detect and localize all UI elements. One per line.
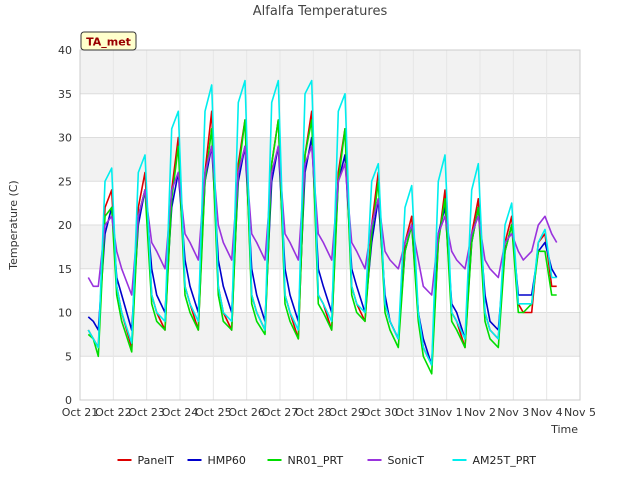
x-tick-label: Oct 21 bbox=[62, 406, 99, 419]
y-tick-label: 0 bbox=[65, 394, 72, 407]
y-tick-label: 40 bbox=[58, 44, 72, 57]
legend-label: NR01_PRT bbox=[288, 454, 344, 467]
legend-item-hmp60: HMP60 bbox=[187, 454, 246, 467]
series-group bbox=[87, 79, 558, 375]
x-tick-label: Oct 26 bbox=[228, 406, 265, 419]
x-tick-label: Oct 23 bbox=[128, 406, 165, 419]
legend-label: AM25T_PRT bbox=[473, 454, 537, 467]
x-tick-label: Oct 22 bbox=[95, 406, 132, 419]
y-tick-label: 25 bbox=[58, 175, 72, 188]
x-tick-label: Oct 29 bbox=[328, 406, 365, 419]
x-tick-label: Oct 28 bbox=[295, 406, 332, 419]
x-tick-label: Nov 2 bbox=[464, 406, 496, 419]
y-tick-label: 15 bbox=[58, 263, 72, 276]
y-axis-ticks: 0 5 10 15 20 25 30 35 40 bbox=[58, 44, 72, 407]
legend: PanelT HMP60 NR01_PRT SonicT AM25T_PRT bbox=[117, 454, 537, 467]
x-tick-label: Oct 31 bbox=[395, 406, 432, 419]
y-axis-label: Temperature (C) bbox=[7, 180, 20, 270]
legend-label: HMP60 bbox=[208, 454, 246, 467]
x-tick-label: Nov 5 bbox=[564, 406, 596, 419]
x-axis-label: Time bbox=[550, 423, 578, 436]
x-tick-label: Oct 25 bbox=[195, 406, 232, 419]
grid-band bbox=[80, 137, 580, 182]
x-tick-label: Nov 3 bbox=[497, 406, 529, 419]
chart-title: Alfalfa Temperatures bbox=[253, 4, 388, 19]
x-tick-label: Oct 24 bbox=[162, 406, 199, 419]
y-tick-label: 10 bbox=[58, 307, 72, 320]
series-line-am25t-prt bbox=[87, 79, 557, 366]
grid-band bbox=[80, 225, 580, 269]
y-tick-label: 30 bbox=[58, 132, 72, 145]
legend-item-nr01-prt: NR01_PRT bbox=[267, 454, 344, 467]
ta-met-badge: TA_met bbox=[80, 31, 137, 51]
grid-band bbox=[80, 50, 580, 94]
legend-item-sonict: SonicT bbox=[367, 454, 425, 467]
y-tick-label: 35 bbox=[58, 88, 72, 101]
x-tick-label: Nov 4 bbox=[531, 406, 563, 419]
legend-label: PanelT bbox=[138, 454, 175, 467]
x-tick-label: Oct 27 bbox=[262, 406, 299, 419]
plot-frame bbox=[79, 49, 581, 401]
series-line-sonict bbox=[87, 145, 558, 296]
x-tick-label: Nov 1 bbox=[431, 406, 463, 419]
legend-item-am25t-prt: AM25T_PRT bbox=[452, 454, 537, 467]
ta-met-badge-label: TA_met bbox=[86, 36, 131, 49]
x-tick-label: Oct 30 bbox=[362, 406, 399, 419]
y-tick-label: 5 bbox=[65, 350, 72, 363]
legend-label: SonicT bbox=[388, 454, 425, 467]
legend-item-panelt: PanelT bbox=[117, 454, 175, 467]
y-tick-label: 20 bbox=[58, 219, 72, 232]
